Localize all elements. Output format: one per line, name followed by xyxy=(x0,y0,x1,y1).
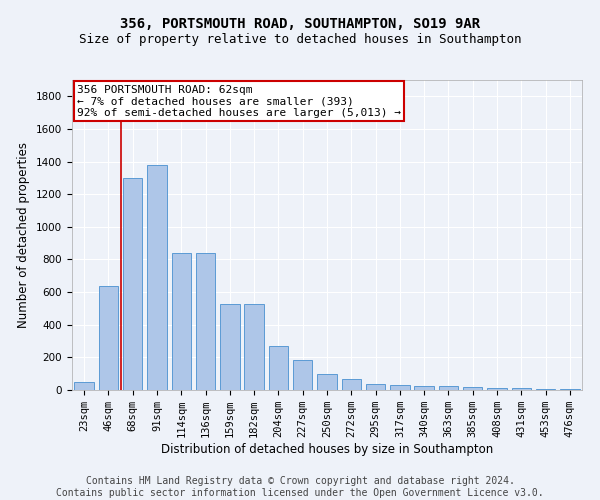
Bar xyxy=(560,389,580,390)
Bar xyxy=(536,389,555,390)
Bar xyxy=(293,360,313,390)
Bar xyxy=(220,304,239,390)
Bar xyxy=(74,382,94,390)
Bar xyxy=(172,253,191,390)
Bar xyxy=(415,386,434,390)
X-axis label: Distribution of detached houses by size in Southampton: Distribution of detached houses by size … xyxy=(161,443,493,456)
Bar xyxy=(244,304,264,390)
Bar xyxy=(317,374,337,390)
Bar xyxy=(512,388,531,390)
Bar xyxy=(439,386,458,390)
Text: Size of property relative to detached houses in Southampton: Size of property relative to detached ho… xyxy=(79,32,521,46)
Text: 356, PORTSMOUTH ROAD, SOUTHAMPTON, SO19 9AR: 356, PORTSMOUTH ROAD, SOUTHAMPTON, SO19 … xyxy=(120,18,480,32)
Bar xyxy=(463,387,482,390)
Text: 356 PORTSMOUTH ROAD: 62sqm
← 7% of detached houses are smaller (393)
92% of semi: 356 PORTSMOUTH ROAD: 62sqm ← 7% of detac… xyxy=(77,84,401,118)
Text: Contains HM Land Registry data © Crown copyright and database right 2024.
Contai: Contains HM Land Registry data © Crown c… xyxy=(56,476,544,498)
Bar xyxy=(366,384,385,390)
Y-axis label: Number of detached properties: Number of detached properties xyxy=(17,142,31,328)
Bar xyxy=(269,346,288,390)
Bar xyxy=(99,286,118,390)
Bar xyxy=(196,253,215,390)
Bar xyxy=(341,380,361,390)
Bar xyxy=(390,385,410,390)
Bar xyxy=(147,165,167,390)
Bar xyxy=(487,388,507,390)
Bar xyxy=(123,178,142,390)
